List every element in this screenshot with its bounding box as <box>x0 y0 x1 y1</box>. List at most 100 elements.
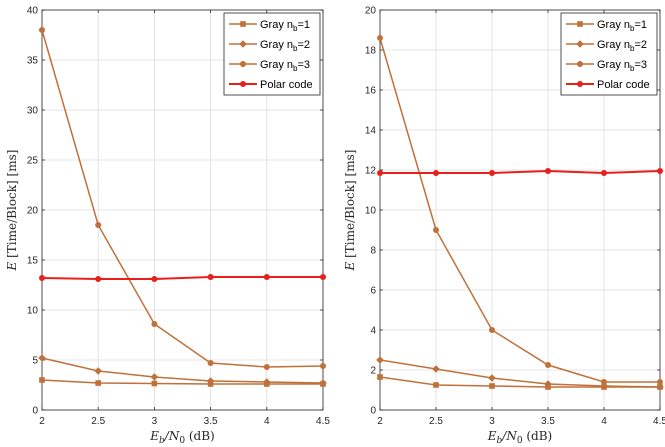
x-axis-label: Eb/N0 (dB) <box>487 429 553 446</box>
data-point <box>263 274 270 280</box>
legend: Gray nb=1 Gray nb=2 Gray nb=3 Polar code <box>223 12 321 96</box>
data-point <box>263 364 270 370</box>
chart-panel-1: 0 5 10 15 20 25 30 35 40 2 2.5 3 3.5 4 4.5 Eb/N0 (dB) E … <box>5 6 330 447</box>
legend-marker <box>576 40 584 48</box>
data-point <box>600 382 608 390</box>
y-tick-label: 15 <box>27 256 39 267</box>
legend-marker <box>239 40 247 48</box>
x-tick-label: 4 <box>264 416 270 427</box>
legend-marker <box>240 61 246 67</box>
series-line <box>380 169 661 175</box>
y-tick-label: 12 <box>365 166 377 177</box>
series-4 <box>39 274 326 282</box>
x-tick-label: 3 <box>152 416 158 427</box>
y-tick-label: 0 <box>370 406 376 417</box>
series-3 <box>377 35 663 385</box>
data-point <box>657 379 663 385</box>
legend-entry-3: Gray nb=3 <box>229 59 310 73</box>
data-point <box>376 356 384 364</box>
series-line <box>379 376 660 388</box>
y-tick-label: 14 <box>365 126 377 137</box>
y-tick-label: 35 <box>27 56 39 67</box>
legend-label: Gray nb=2 <box>597 39 647 53</box>
legend-box <box>223 12 321 96</box>
legend-entry-2: Gray nb=2 <box>566 39 647 53</box>
legend-label: Polar code <box>597 79 650 91</box>
data-point <box>433 170 439 176</box>
series-line <box>379 359 661 388</box>
y-tick-label: 0 <box>32 406 38 417</box>
legend-marker <box>240 21 246 27</box>
legend-marker <box>577 61 583 67</box>
y-tick-label: 20 <box>27 206 39 217</box>
data-point <box>38 354 46 362</box>
data-point <box>319 379 327 387</box>
y-tick-label: 10 <box>27 306 39 317</box>
x-tick-label: 3.5 <box>204 416 218 427</box>
y-tick-label: 18 <box>365 46 377 57</box>
data-point <box>656 383 664 391</box>
legend-label: Gray nb=1 <box>597 19 647 33</box>
data-point <box>39 275 45 281</box>
data-point <box>601 170 607 176</box>
x-axis-label: Eb/N0 (dB) <box>149 429 215 446</box>
x-tick-label: 4.5 <box>316 416 330 427</box>
legend-marker <box>577 21 583 27</box>
series-2 <box>38 354 327 387</box>
data-point <box>207 360 214 366</box>
y-tick-label: 16 <box>365 86 377 97</box>
y-tick-label: 2 <box>370 366 376 377</box>
series-2 <box>376 356 664 391</box>
data-point <box>320 363 326 369</box>
series-line <box>41 29 324 368</box>
data-point <box>377 170 383 176</box>
data-point <box>377 35 383 41</box>
data-point <box>94 367 102 375</box>
y-tick-label: 5 <box>32 356 38 367</box>
x-tick-label: 2.5 <box>429 416 443 427</box>
data-point <box>377 374 383 380</box>
y-axis-label: E [Time/Block] [ms] <box>5 150 19 272</box>
y-tick-label: 4 <box>370 326 376 337</box>
data-point <box>206 377 215 385</box>
x-tick-label: 4.5 <box>653 416 665 427</box>
data-point <box>545 362 551 368</box>
legend-entry-2: Gray nb=2 <box>229 39 310 53</box>
data-point <box>150 373 159 381</box>
series-line <box>379 37 660 383</box>
data-point <box>263 378 271 386</box>
legend-entry-1: Gray nb=1 <box>229 19 310 33</box>
y-tick-label: 6 <box>370 286 376 297</box>
series-line <box>41 276 323 280</box>
data-point <box>95 222 102 228</box>
data-point <box>488 374 496 382</box>
legend-entry-3: Gray nb=3 <box>566 59 647 73</box>
x-tick-label: 2 <box>39 416 45 427</box>
y-tick-label: 30 <box>27 106 39 117</box>
legend-label: Gray nb=1 <box>260 19 310 33</box>
legend-entry-1: Gray nb=1 <box>566 19 647 33</box>
data-point <box>151 276 158 282</box>
y-tick-label: 8 <box>370 246 376 257</box>
legend-entry-4: Polar code <box>229 79 313 91</box>
data-point <box>489 327 495 333</box>
data-point <box>39 27 45 33</box>
data-point <box>544 380 552 388</box>
data-point <box>151 321 158 327</box>
legend-label: Gray nb=2 <box>260 39 310 53</box>
data-point <box>545 168 551 174</box>
data-point <box>432 365 440 373</box>
legend-marker <box>577 81 583 87</box>
legend-label: Gray nb=3 <box>597 59 647 73</box>
data-point <box>320 274 326 280</box>
data-point <box>207 274 214 280</box>
data-point <box>433 382 439 388</box>
legend-label: Polar code <box>260 79 313 91</box>
legend: Gray nb=1 Gray nb=2 Gray nb=3 Polar code <box>560 12 658 96</box>
data-point <box>95 380 101 386</box>
data-point <box>489 383 495 389</box>
series-line <box>41 357 324 384</box>
y-tick-label: 25 <box>27 156 39 167</box>
